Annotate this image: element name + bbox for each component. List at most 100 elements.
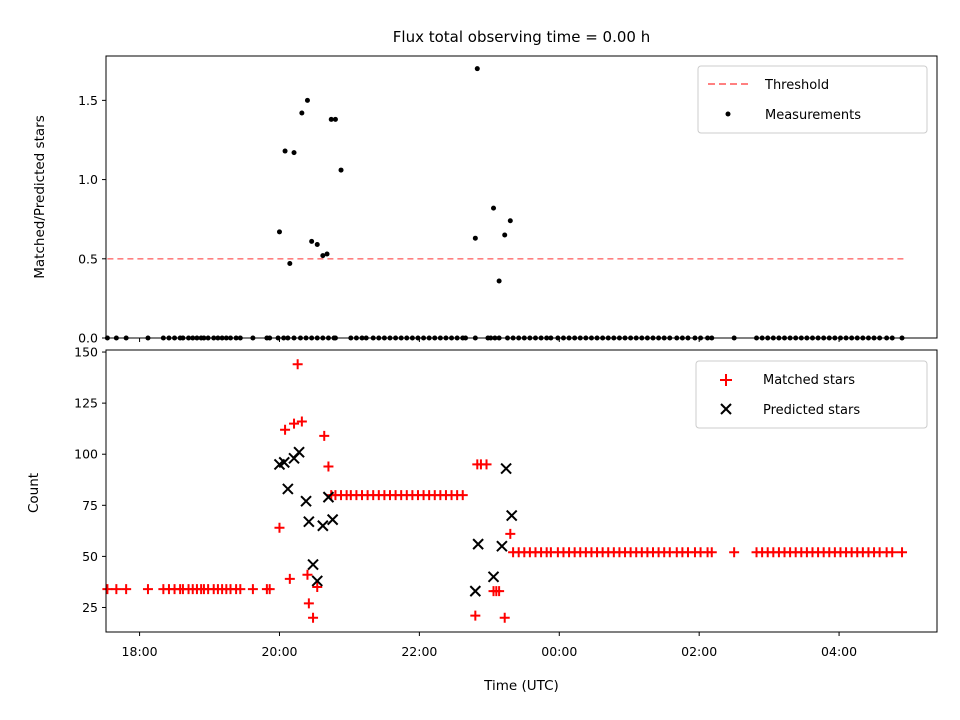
predicted-star-point <box>469 585 482 597</box>
matched-star-point <box>296 416 307 427</box>
top-chart-title: Flux total observing time = 0.00 h <box>393 28 650 46</box>
legend-predicted-swatch <box>720 403 732 415</box>
matched-star-point <box>274 522 285 533</box>
matched-star-point <box>323 461 334 472</box>
matched-star-point <box>142 584 153 595</box>
top-plot-frame <box>105 55 938 339</box>
measurement-point <box>472 235 478 241</box>
x-tick-label: 18:00 <box>122 644 158 659</box>
measurement-point <box>282 148 288 154</box>
top-legend: Threshold Measurements <box>697 65 928 134</box>
matched-star-point <box>729 547 740 558</box>
matched-star-point <box>494 586 505 597</box>
predicted-star-point <box>500 462 512 475</box>
matched-star-point <box>303 598 314 609</box>
measurement-point <box>309 238 315 244</box>
top-y-tick-label: 1.0 <box>78 172 98 187</box>
matched-star-point <box>312 582 323 593</box>
bottom-x-axis: 18:00 20:00 22:00 00:00 02:00 04:00 <box>122 632 857 659</box>
bottom-y-tick-label: 50 <box>82 549 98 564</box>
matched-star-point <box>280 424 291 435</box>
predicted-star-point <box>326 513 339 526</box>
measurement-point <box>304 97 310 103</box>
predicted-star-point <box>293 446 305 458</box>
predicted-star-point <box>303 515 315 528</box>
measurement-point <box>291 150 297 156</box>
x-tick-label: 22:00 <box>401 644 437 659</box>
matched-star-point <box>302 569 313 580</box>
matched-star-point <box>499 612 510 623</box>
bottom-plot-marks <box>102 359 908 623</box>
bottom-legend-frame <box>695 360 928 429</box>
bottom-y-tick-label: 75 <box>82 498 98 513</box>
measurement-point <box>320 253 326 259</box>
bottom-x-axis-label: Time (UTC) <box>483 678 559 694</box>
top-y-tick-label: 1.5 <box>78 93 98 108</box>
matched-star-point <box>319 430 330 441</box>
top-x-axis-ticks <box>139 338 840 342</box>
legend-predicted-label: Predicted stars <box>763 403 860 418</box>
measurement-point <box>338 167 344 173</box>
bottom-y-tick-label: 25 <box>82 600 98 615</box>
x-tick-label: 00:00 <box>541 644 577 659</box>
x-tick-label: 02:00 <box>681 644 717 659</box>
top-legend-frame <box>697 65 928 134</box>
bottom-y-tick-label: 125 <box>74 396 98 411</box>
measurement-point <box>474 66 480 72</box>
bottom-y-tick-label: 100 <box>74 447 98 462</box>
predicted-star-point <box>496 540 508 552</box>
measurement-point <box>328 116 334 122</box>
legend-matched-label: Matched stars <box>763 373 855 388</box>
predicted-star-point <box>307 558 319 571</box>
predicted-star-point <box>472 538 484 550</box>
matched-star-point <box>247 584 258 595</box>
measurement-point <box>332 116 338 122</box>
measurement-point <box>491 205 497 211</box>
matched-star-point <box>292 359 303 370</box>
top-y-tick-label: 0.5 <box>78 251 98 266</box>
legend-threshold-label: Threshold <box>764 78 829 93</box>
matched-star-point <box>481 459 492 470</box>
predicted-star-point <box>278 456 290 469</box>
measurement-point <box>496 278 502 284</box>
predicted-star-point <box>505 509 518 522</box>
measurement-point <box>299 110 305 116</box>
predicted-star-point <box>317 520 329 532</box>
measurement-point <box>287 261 293 267</box>
matched-star-point <box>289 418 300 429</box>
predicted-star-point <box>487 571 500 583</box>
bottom-y-axis-label: Count <box>26 473 42 513</box>
matched-star-point <box>706 547 717 558</box>
legend-measurements-swatch <box>725 111 731 117</box>
measurement-point <box>314 242 320 248</box>
top-y-axis-label: Matched/Predicted stars <box>32 115 48 278</box>
matched-star-point <box>308 612 319 623</box>
predicted-star-point <box>311 575 323 587</box>
top-y-axis: 0.0 0.5 1.0 1.5 <box>78 93 106 346</box>
predicted-star-point <box>300 495 312 507</box>
matched-star-point <box>102 584 113 595</box>
matched-star-point <box>235 584 246 595</box>
measurement-point <box>507 218 513 224</box>
legend-measurements-label: Measurements <box>765 108 861 123</box>
bottom-legend: Matched stars Predicted stars <box>695 360 928 429</box>
measurement-point <box>324 251 330 257</box>
matched-star-point <box>505 528 516 539</box>
matched-star-point <box>121 584 132 595</box>
matched-star-point <box>897 547 908 558</box>
bottom-y-tick-label: 150 <box>74 345 98 360</box>
bottom-y-axis: 25 50 75 100 125 150 <box>74 345 106 615</box>
x-tick-label: 20:00 <box>261 644 297 659</box>
measurement-point <box>502 232 508 238</box>
top-panel: 0.0 0.5 1.0 1.5 Matched/Predicted stars Thr… <box>32 55 938 346</box>
matched-star-point <box>887 547 898 558</box>
matched-star-point <box>284 573 295 584</box>
matched-star-point <box>111 584 122 595</box>
matched-star-point <box>470 610 481 621</box>
x-tick-label: 04:00 <box>821 644 857 659</box>
matched-star-point <box>457 490 468 501</box>
predicted-star-point <box>322 491 335 503</box>
bottom-plot-frame <box>105 349 938 633</box>
top-y-tick-label: 0.0 <box>78 331 98 346</box>
